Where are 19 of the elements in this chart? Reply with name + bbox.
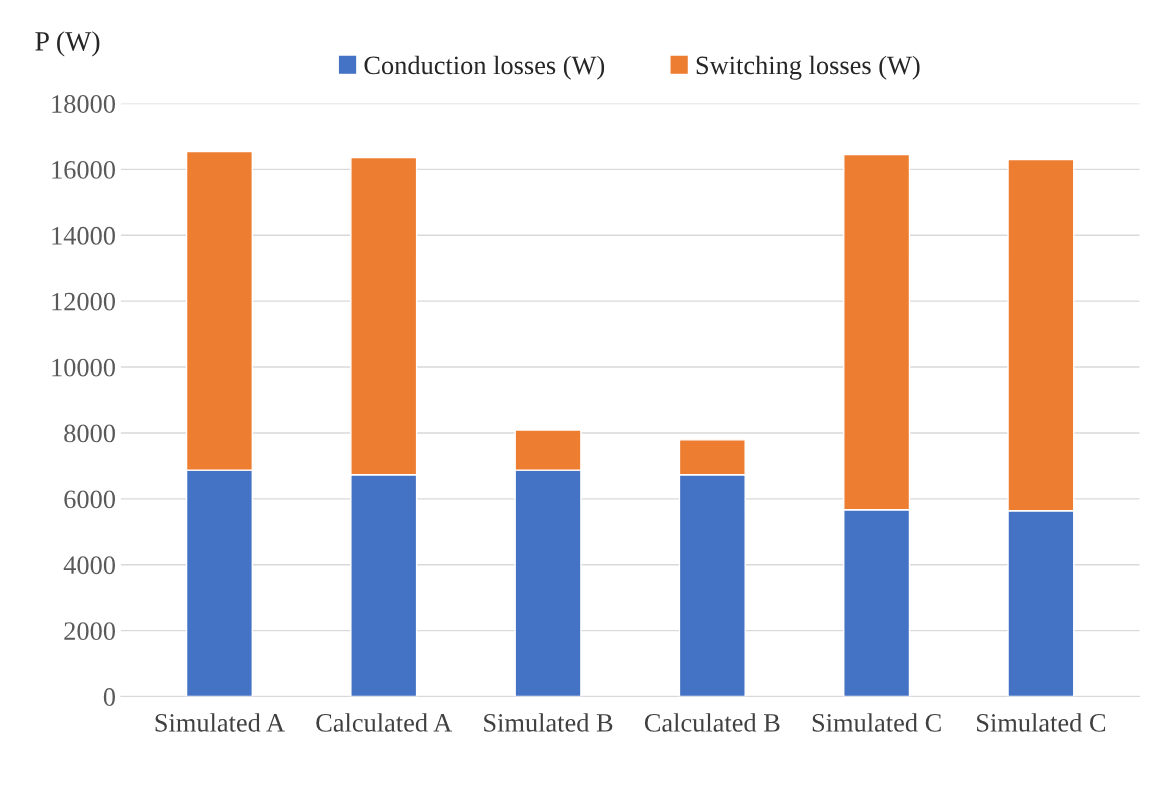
y-tick-label: 4000 [63,556,115,575]
y-tick-label: 12000 [52,292,115,311]
y-tick-label: 6000 [64,490,115,509]
x-tick-label: Simulated A [155,713,285,732]
legend-label: Switching losses (W) [696,55,920,80]
x-tick-label: Simulated B [484,713,613,732]
y-tick-label: 14000 [52,226,115,245]
y-axis-title: P (W) [35,31,100,57]
legend-label: Conduction losses (W) [364,55,605,80]
y-tick-label: 18000 [52,95,115,113]
x-tick-label: Calculated A [316,713,453,732]
y-tick-label: 10000 [52,358,115,377]
y-tick-label: 2000 [64,622,115,641]
x-tick-label: Calculated B [644,713,780,732]
y-tick-label: 8000 [64,424,115,443]
y-tick-label: 16000 [52,160,115,179]
y-tick-label: 0 [103,688,115,706]
x-tick-label: Simulated C [977,713,1106,732]
x-tick-label: Simulated C [812,713,941,732]
